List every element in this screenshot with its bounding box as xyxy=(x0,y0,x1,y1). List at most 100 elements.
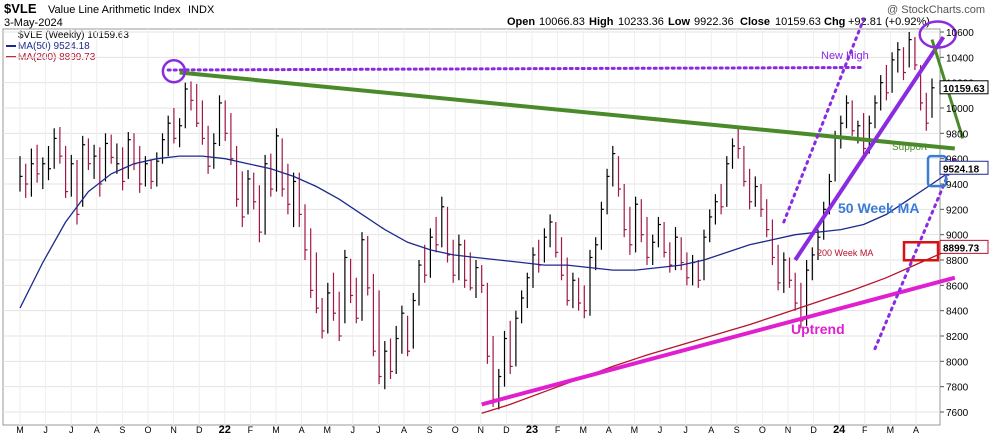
chg-value: +92.81 (+0.92%) xyxy=(848,16,930,28)
price-tags: 10159.63 9524.18 8899.73 xyxy=(939,80,989,254)
legend: $VLE (Weekly) 10159.63 MA(50) 9524.18 MA… xyxy=(6,30,129,63)
y-tick-label: 9400 xyxy=(946,180,969,191)
y-tick-label: 10400 xyxy=(946,53,974,64)
y-tick-label: 9200 xyxy=(946,205,969,216)
low-value: 9922.36 xyxy=(694,16,734,28)
x-tick-label: J xyxy=(351,425,356,435)
x-tick-label: D xyxy=(810,425,817,435)
close-value: 10159.63 xyxy=(775,16,821,28)
x-tick-label: J xyxy=(69,425,74,435)
date-label: 3-May-2024 xyxy=(4,17,63,29)
index-name: Value Line Arithmetic Index xyxy=(48,4,181,16)
two-hundred-week-ma-annotation: 200 Week MA xyxy=(817,248,873,258)
x-tick-label: A xyxy=(401,425,407,435)
new-high-circle xyxy=(918,20,957,49)
x-tick-label: 22 xyxy=(219,424,231,436)
uptrend-annotation: Uptrend xyxy=(791,321,845,337)
x-tick-label: F xyxy=(862,425,868,435)
x-tick-label: M xyxy=(272,425,280,435)
x-tick-label: D xyxy=(503,425,510,435)
close-price-tag-text: 10159.63 xyxy=(943,84,985,95)
x-tick-label: J xyxy=(658,425,663,435)
low-label: Low xyxy=(668,16,690,28)
x-tick-label: N xyxy=(170,425,177,435)
x-tick-label: O xyxy=(144,425,151,435)
x-tick-label: J xyxy=(376,425,381,435)
x-tick-label: N xyxy=(785,425,792,435)
x-tick-label: O xyxy=(452,425,459,435)
x-tick-label: A xyxy=(708,425,714,435)
ma50-price-tag-text: 9524.18 xyxy=(943,164,980,175)
x-tick-label: A xyxy=(913,425,919,435)
y-tick-label: 9800 xyxy=(946,129,969,140)
symbol-label: $VLE xyxy=(4,1,37,16)
support-annotation: Support xyxy=(892,142,927,153)
new-high-annotation: New High xyxy=(821,50,869,62)
y-tick-label: 8200 xyxy=(946,332,969,343)
channel-lower-line xyxy=(873,157,957,351)
plot-frame xyxy=(2,28,941,426)
channel-main-line xyxy=(793,35,946,262)
resistance-support-line xyxy=(179,70,955,151)
fifty-week-ma-annotation: 50 Week MA xyxy=(838,200,919,216)
grid xyxy=(3,29,940,425)
price-bars xyxy=(19,32,935,410)
ma200-highlight-box xyxy=(902,241,940,262)
ma50-line xyxy=(19,155,956,309)
x-tick-label: M xyxy=(631,425,639,435)
ma200-price-tag-text: 8899.73 xyxy=(943,243,980,254)
ma50-price-tag-box xyxy=(939,160,989,175)
x-tick-label: J xyxy=(43,425,48,435)
exchange-label: INDX xyxy=(188,4,215,16)
x-tick-label: D xyxy=(196,425,203,435)
y-tick-label: 8800 xyxy=(946,256,969,267)
trend-lines xyxy=(161,17,965,407)
x-tick-label: 24 xyxy=(833,424,846,436)
watermark: @ StockCharts.com xyxy=(887,4,985,16)
ma200-line xyxy=(481,246,956,414)
x-tick-label: N xyxy=(478,425,485,435)
y-tick-label: 10000 xyxy=(946,104,974,115)
y-tick-label: 8000 xyxy=(946,357,969,368)
x-tick-label: F xyxy=(248,425,254,435)
x-tick-label: S xyxy=(119,425,125,435)
x-tick-label: S xyxy=(734,425,740,435)
x-tick-label: M xyxy=(323,425,331,435)
ma200-price-tag-box xyxy=(939,239,989,254)
uptrend-line xyxy=(481,275,956,407)
open-value: 10066.83 xyxy=(539,16,585,28)
y-tick-label: 9000 xyxy=(946,231,969,242)
x-tick-label: J xyxy=(683,425,688,435)
legend-price: $VLE (Weekly) 10159.63 xyxy=(18,30,129,41)
moving-averages xyxy=(19,155,956,414)
legend-ma50: MA(50) 9524.18 xyxy=(18,41,90,52)
x-tick-label: A xyxy=(299,425,305,435)
y-tick-label: 10600 xyxy=(946,28,974,39)
y-tick-label: 8600 xyxy=(946,281,969,292)
x-tick-label: M xyxy=(579,425,587,435)
close-price-tag-box xyxy=(939,80,989,95)
x-tick-label: O xyxy=(759,425,766,435)
x-tick-label: F xyxy=(555,425,561,435)
x-tick-label: A xyxy=(94,425,100,435)
prior-high-circle xyxy=(161,59,187,84)
x-tick-label: A xyxy=(606,425,612,435)
channel-upper-line xyxy=(782,17,866,224)
high-label: High xyxy=(589,16,614,28)
y-tick-label: 7800 xyxy=(946,383,969,394)
y-tick-label: 7600 xyxy=(946,408,969,419)
open-label: Open xyxy=(507,16,535,28)
close-label: Close xyxy=(740,16,770,28)
x-tick-label: M xyxy=(887,425,895,435)
x-tick-label: M xyxy=(16,425,24,435)
y-tick-label: 9600 xyxy=(946,155,969,166)
x-tick-label: S xyxy=(427,425,433,435)
prior-high-dotted-line xyxy=(166,65,866,72)
y-tick-label: 8400 xyxy=(946,307,969,318)
chg-label: Chg xyxy=(824,16,845,28)
axes: 7600 7800 8000 8200 8400 8600 8800 9000 9200 9400… xyxy=(16,28,974,436)
x-tick-label: 23 xyxy=(526,424,538,436)
high-value: 10233.36 xyxy=(618,16,664,28)
